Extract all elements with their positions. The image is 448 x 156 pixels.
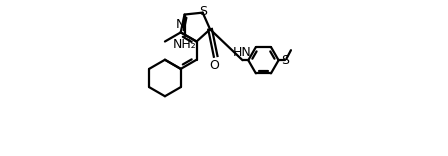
Text: N: N [176, 18, 185, 31]
Text: O: O [209, 59, 219, 72]
Text: S: S [281, 54, 289, 67]
Text: HN: HN [233, 46, 252, 59]
Text: S: S [199, 5, 207, 18]
Text: NH₂: NH₂ [172, 38, 196, 51]
